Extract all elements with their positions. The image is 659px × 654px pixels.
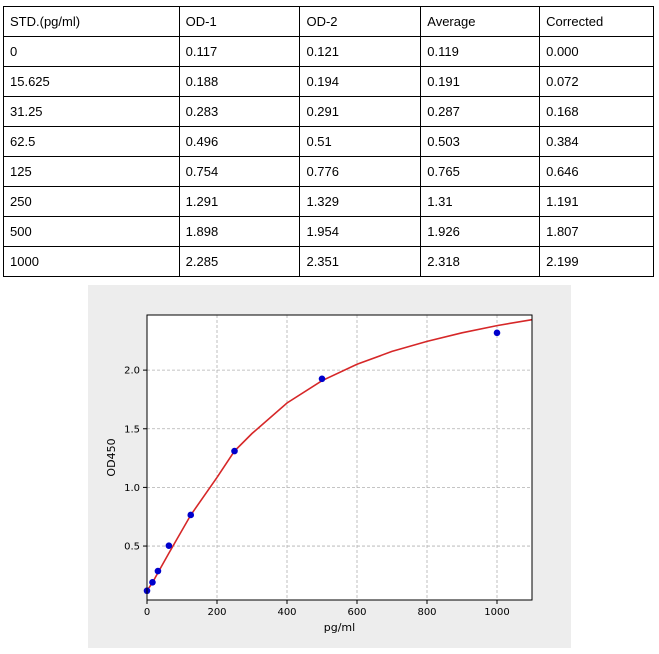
table-row: 0 0.117 0.121 0.119 0.000 [3, 36, 654, 67]
table-cell: 125 [3, 156, 180, 187]
header-corrected: Corrected [539, 6, 654, 37]
table-cell: 0.291 [299, 96, 422, 127]
table-cell: 62.5 [3, 126, 180, 157]
table-cell: 2.199 [539, 246, 654, 277]
table-cell: 0.188 [178, 66, 301, 97]
fit-curve-line [146, 318, 533, 592]
table-cell: 1.807 [539, 216, 654, 247]
table-cell: 0.503 [420, 126, 541, 157]
x-tick-label: 600 [347, 607, 366, 618]
table-cell: 0.776 [299, 156, 422, 187]
table-cell: 0.384 [539, 126, 654, 157]
table-cell: 2.351 [299, 246, 422, 277]
y-tick-label: 1.5 [124, 424, 140, 435]
table-cell: 250 [3, 186, 180, 217]
header-od2: OD-2 [299, 6, 422, 37]
table-cell: 1.329 [299, 186, 422, 217]
table-cell: 1.898 [178, 216, 301, 247]
y-tick-label: 1.0 [124, 483, 140, 494]
header-std: STD.(pg/ml) [3, 6, 180, 37]
data-point [493, 329, 501, 337]
table-cell: 0.287 [420, 96, 541, 127]
table-cell: 1.954 [299, 216, 422, 247]
table-cell: 0.168 [539, 96, 654, 127]
plot-area [147, 315, 532, 600]
y-tick-label: 2.0 [124, 366, 140, 377]
table-cell: 1.926 [420, 216, 541, 247]
data-point [149, 578, 156, 586]
table-cell: 0.754 [178, 156, 301, 187]
table-cell: 0.191 [420, 66, 541, 97]
table-cell: 0.121 [299, 36, 422, 67]
table-cell: 31.25 [3, 96, 180, 127]
table-cell: 0.194 [299, 66, 422, 97]
data-point [187, 511, 195, 519]
table-cell: 0.765 [420, 156, 541, 187]
table-cell: 0.51 [299, 126, 422, 157]
x-tick-label: 800 [417, 607, 436, 618]
table-header-row: STD.(pg/ml) OD-1 OD-2 Average Corrected [3, 6, 654, 37]
table-row: 62.5 0.496 0.51 0.503 0.384 [3, 126, 654, 157]
data-point [318, 375, 326, 383]
data-point [154, 567, 162, 575]
table-row: 500 1.898 1.954 1.926 1.807 [3, 216, 654, 247]
data-point [165, 542, 173, 549]
table-cell: 0.646 [539, 156, 654, 187]
header-od1: OD-1 [178, 6, 301, 37]
table-cell: 0.496 [178, 126, 301, 157]
table-row: 250 1.291 1.329 1.31 1.191 [3, 186, 654, 217]
table-cell: 0.072 [539, 66, 654, 97]
y-tick-label: 0.5 [124, 542, 140, 553]
standard-curve-chart: 0 200 400 600 800 1000 0.5 1.0 1.5 2.0 pg/ml OD450 [88, 285, 571, 648]
table-cell: 1.191 [539, 186, 654, 217]
table-cell: 0.000 [539, 36, 654, 67]
x-tick-label: 0 [144, 607, 150, 618]
table-cell: 0.283 [178, 96, 301, 127]
table-cell: 2.318 [420, 246, 541, 277]
table-cell: 2.285 [178, 246, 301, 277]
table-cell: 500 [3, 216, 180, 247]
x-axis-title: pg/ml [324, 621, 355, 634]
table-cell: 1.31 [420, 186, 541, 217]
chart-svg: 0 200 400 600 800 1000 0.5 1.0 1.5 2.0 pg/ml OD450 [105, 314, 533, 634]
table-cell: 0 [3, 36, 180, 67]
table-row: 31.25 0.283 0.291 0.287 0.168 [3, 96, 654, 127]
plot-frame [146, 314, 533, 601]
x-tick-label: 400 [277, 607, 296, 618]
table-row: 125 0.754 0.776 0.765 0.646 [3, 156, 654, 187]
x-tick-label: 1000 [484, 607, 509, 618]
x-tick-label: 200 [207, 607, 226, 618]
header-average: Average [420, 6, 541, 37]
data-point [231, 447, 238, 455]
table-cell: 1.291 [178, 186, 301, 217]
table-cell: 0.119 [420, 36, 541, 67]
table-cell: 15.625 [3, 66, 180, 97]
table-cell: 1000 [3, 246, 180, 277]
y-axis-title: OD450 [105, 438, 118, 476]
table-row: 1000 2.285 2.351 2.318 2.199 [3, 246, 654, 277]
table-cell: 0.117 [178, 36, 301, 67]
table-row: 15.625 0.188 0.194 0.191 0.072 [3, 66, 654, 97]
standard-curve-table: STD.(pg/ml) OD-1 OD-2 Average Corrected … [3, 6, 654, 277]
